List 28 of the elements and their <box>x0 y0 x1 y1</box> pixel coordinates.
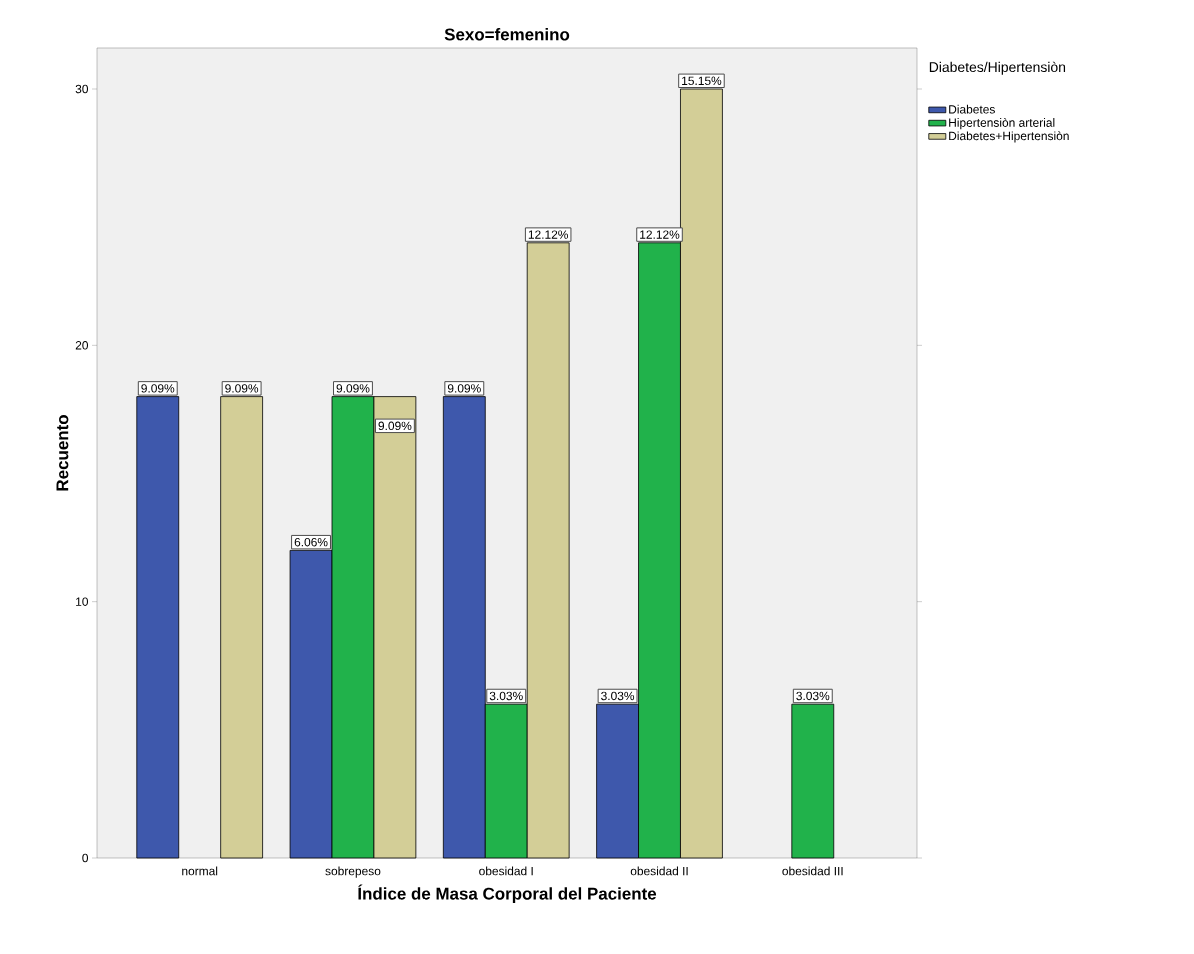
annotation: 3.03% <box>489 691 523 701</box>
y-tick-label: 0 <box>82 853 89 863</box>
y-tick-label: 30 <box>75 84 89 94</box>
x-tick-label: sobrepeso <box>325 866 381 878</box>
annotation: 15.15% <box>682 76 722 85</box>
legend-label: Diabetes <box>949 104 995 114</box>
y-tick-label: 20 <box>75 341 89 350</box>
annotation: 9.09% <box>225 384 259 393</box>
annotation: 6.06% <box>294 537 328 547</box>
x-tick-label: obesidad II <box>630 866 688 876</box>
annotation: 9.09% <box>336 384 370 393</box>
x-axis-title: Índice de Masa Corporal del Paciente <box>358 884 657 904</box>
annotation: 9.09% <box>141 384 175 393</box>
annotation: 3.03% <box>796 691 830 701</box>
x-tick-label: obesidad III <box>782 866 843 876</box>
legend-title: Diabetes/Hipertensiòn <box>929 61 1066 75</box>
y-axis-title: Recuento <box>56 415 69 491</box>
y-tick-label: 10 <box>76 597 89 606</box>
annotation: 9.09% <box>447 384 481 393</box>
annotation: 3.03% <box>601 691 635 701</box>
annotation: 9.09% <box>378 421 412 431</box>
annotation: 12.12% <box>640 230 680 239</box>
x-tick-label: normal <box>182 866 218 876</box>
legend-label: Diabetes+Hipertensiòn <box>949 131 1069 143</box>
legend-label: Hipertensiòn arterial <box>949 117 1055 130</box>
annotation: 12.12% <box>528 230 569 239</box>
chart-title: Sexo=femenino <box>444 28 570 41</box>
x-tick-label: obesidad I <box>479 866 533 876</box>
